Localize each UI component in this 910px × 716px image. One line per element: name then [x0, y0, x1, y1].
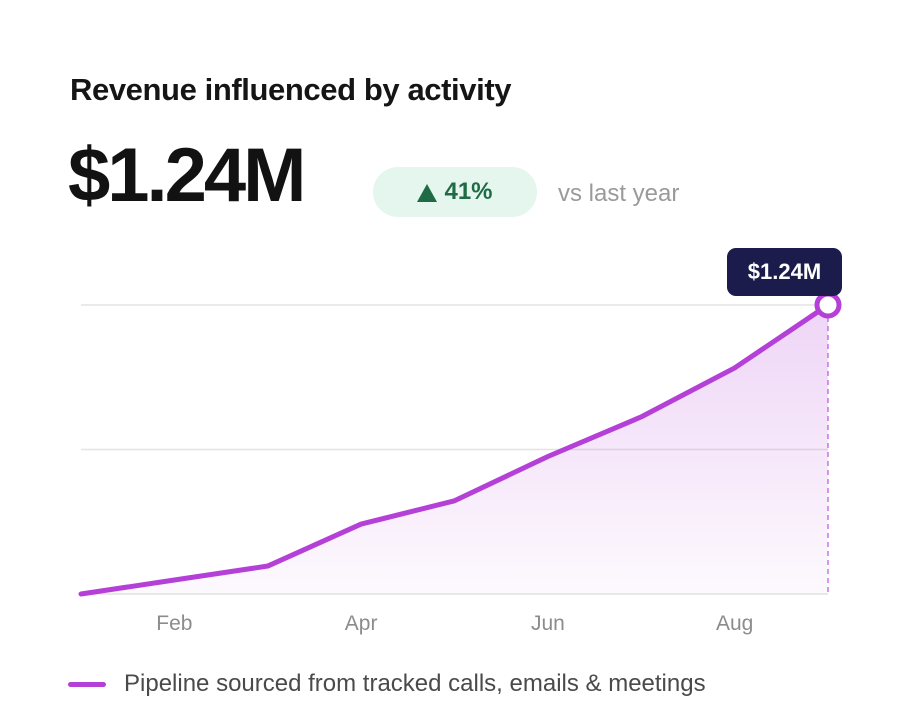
x-tick-label: Apr — [345, 612, 378, 635]
legend-label: Pipeline sourced from tracked calls, ema… — [124, 670, 706, 697]
chart-title: Revenue influenced by activity — [70, 72, 512, 107]
series-line — [78, 302, 831, 597]
change-badge: 41% — [373, 167, 537, 217]
revenue-chart: Feb Apr Jun Aug — [78, 291, 842, 635]
area-fill — [81, 305, 828, 594]
legend-swatch — [68, 681, 106, 687]
x-tick-label: Aug — [716, 612, 753, 635]
x-tick-label: Feb — [156, 612, 192, 635]
highlight-point — [814, 291, 842, 319]
revenue-metric: $1.24M — [68, 133, 306, 218]
x-tick-label: Jun — [531, 612, 565, 635]
triangle-up-icon — [417, 183, 438, 202]
change-value: 41% — [444, 178, 493, 205]
comparison-label: vs last year — [558, 180, 680, 207]
value-tooltip: $1.24M — [727, 248, 842, 296]
chart-legend: Pipeline sourced from tracked calls, ema… — [68, 670, 706, 698]
